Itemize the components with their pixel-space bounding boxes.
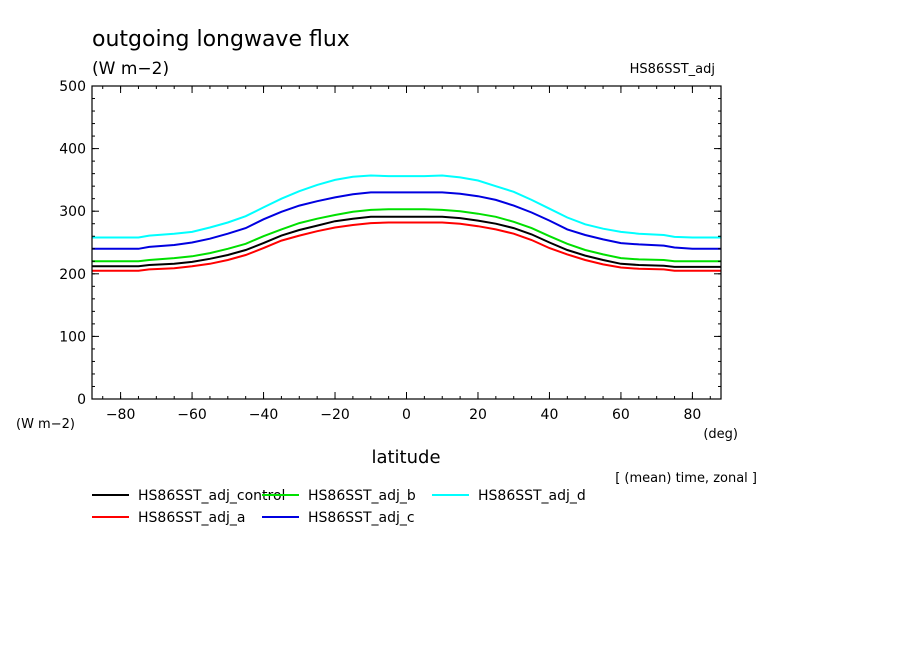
x-unit-label: (deg) xyxy=(703,427,738,442)
legend-item-4: HS86SST_adj_d xyxy=(432,488,586,504)
y-unit-label: (W m−2) xyxy=(16,417,75,432)
legend-label: HS86SST_adj_b xyxy=(308,488,416,504)
legend-label: HS86SST_adj_control xyxy=(138,488,285,504)
dataset-label: HS86SST_adj xyxy=(630,62,715,77)
chart-title: outgoing longwave flux xyxy=(92,27,350,52)
legend-item-0: HS86SST_adj_control xyxy=(92,488,285,504)
x-axis-label: latitude xyxy=(371,447,440,468)
x-tick-label: 40 xyxy=(541,407,559,423)
x-tick-label: 0 xyxy=(402,407,411,423)
series-line-1 xyxy=(92,221,721,272)
chart-subtitle: (W m−2) xyxy=(92,59,169,79)
series-line-4 xyxy=(92,174,721,239)
plot-area: −80 −60 −40 −20 0 20 40 60 80 0 100 200 300 400 500 xyxy=(59,79,722,423)
series-line-0 xyxy=(92,215,721,268)
x-tick-label: −40 xyxy=(249,407,279,423)
legend-label: HS86SST_adj_c xyxy=(308,510,415,526)
series-line-2 xyxy=(92,208,721,263)
x-tick-label: 20 xyxy=(469,407,487,423)
legend-item-3: HS86SST_adj_c xyxy=(262,510,415,526)
y-tick-label: 400 xyxy=(59,142,86,158)
legend-label: HS86SST_adj_d xyxy=(478,488,586,504)
ticks-group: −80 −60 −40 −20 0 20 40 60 80 0 100 200 300 400 500 xyxy=(59,79,721,423)
legend-item-1: HS86SST_adj_a xyxy=(92,510,246,526)
x-tick-label: −80 xyxy=(106,407,136,423)
x-tick-label: 80 xyxy=(683,407,701,423)
x-tick-label: −20 xyxy=(320,407,350,423)
x-tick-label: −60 xyxy=(177,407,207,423)
legend-item-2: HS86SST_adj_b xyxy=(262,488,416,504)
series-group xyxy=(92,174,721,272)
y-tick-label: 100 xyxy=(59,329,86,345)
y-tick-label: 0 xyxy=(77,392,86,408)
series-line-3 xyxy=(92,191,721,250)
legend-label: HS86SST_adj_a xyxy=(138,510,246,526)
x-tick-label: 60 xyxy=(612,407,630,423)
y-tick-label: 200 xyxy=(59,267,86,283)
aggregation-note: [ (mean) time, zonal ] xyxy=(615,471,757,486)
legend: HS86SST_adj_control HS86SST_adj_a HS86SST_… xyxy=(92,488,586,526)
y-tick-label: 300 xyxy=(59,204,86,220)
y-tick-label: 500 xyxy=(59,79,86,95)
